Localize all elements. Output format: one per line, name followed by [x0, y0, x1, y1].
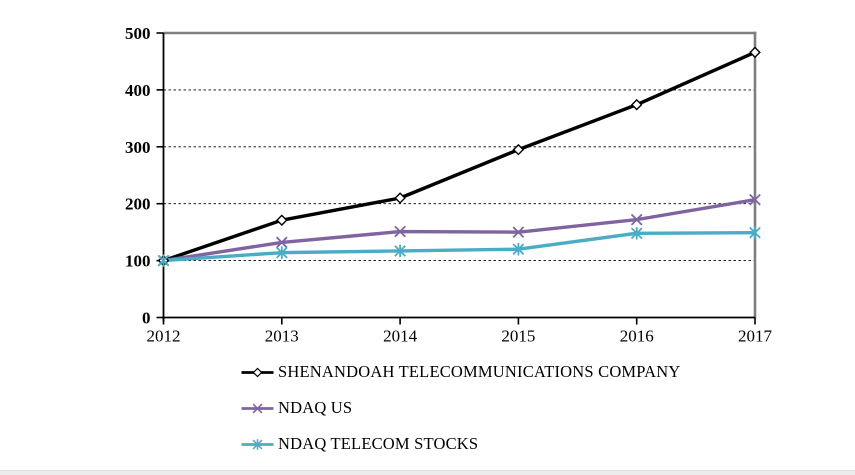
x-marker-icon — [749, 193, 761, 206]
y-axis-tick-label: 100 — [125, 252, 151, 271]
legend-item-ndaq-telecom: NDAQ TELECOM STOCKS — [241, 434, 681, 454]
diamond-marker-icon — [252, 367, 263, 377]
legend-item-ndaq-us: NDAQ US — [241, 398, 681, 418]
legend-key-diamond-icon — [241, 367, 274, 377]
diamond-marker-icon — [394, 192, 406, 204]
x-marker-icon — [630, 213, 643, 226]
legend-label-ndaq-us: NDAQ US — [278, 398, 353, 417]
diamond-marker-icon — [276, 214, 288, 226]
y-axis-tick-label: 500 — [125, 24, 151, 43]
x-axis-tick-label: 2013 — [265, 327, 299, 346]
asterisk-marker-icon — [749, 226, 761, 239]
legend-label-ndaq-telecom: NDAQ TELECOM STOCKS — [278, 434, 479, 453]
y-axis-tick-label: 0 — [142, 309, 151, 328]
x-marker-icon — [275, 236, 288, 249]
legend-label-shenandoah: SHENANDOAH TELECOMMUNICATIONS COMPANY — [278, 362, 681, 381]
series-line-0 — [161, 50, 757, 263]
diamond-marker-icon — [512, 143, 525, 156]
series-line-1 — [161, 198, 757, 263]
y-axis-tick-label: 400 — [125, 81, 151, 100]
x-axis-tick-label: 2015 — [501, 327, 535, 346]
x-axis-tick-label: 2017 — [738, 327, 773, 346]
legend-key-asterisk-icon — [241, 438, 274, 450]
diamond-marker-icon — [749, 46, 761, 59]
x-axis-tick-label: 2014 — [383, 327, 418, 346]
asterisk-marker-icon — [630, 227, 643, 240]
asterisk-marker-icon — [157, 254, 170, 267]
y-axis-tick-label: 200 — [125, 195, 151, 214]
x-axis-tick-label: 2016 — [620, 327, 654, 346]
asterisk-marker-icon — [394, 244, 406, 258]
asterisk-marker-icon — [512, 242, 525, 256]
diamond-marker-icon — [630, 98, 643, 111]
x-axis-tick-label: 2012 — [147, 327, 181, 346]
chart-legend: SHENANDOAH TELECOMMUNICATIONS COMPANY ND… — [241, 362, 681, 470]
plot-area: 0 100 200 300 400 500 2012 2013 2014 2015 2016 2017 — [125, 24, 773, 346]
x-marker-icon — [252, 403, 263, 413]
asterisk-marker-icon — [252, 438, 263, 450]
legend-key-x-icon — [241, 403, 274, 413]
page-bottom-edge — [0, 470, 855, 475]
x-marker-icon — [394, 225, 406, 238]
legend-item-shenandoah: SHENANDOAH TELECOMMUNICATIONS COMPANY — [241, 362, 681, 382]
y-axis-tick-label: 300 — [125, 138, 151, 157]
x-marker-icon — [512, 226, 525, 238]
asterisk-marker-icon — [275, 246, 288, 259]
series-line-2 — [161, 231, 757, 263]
